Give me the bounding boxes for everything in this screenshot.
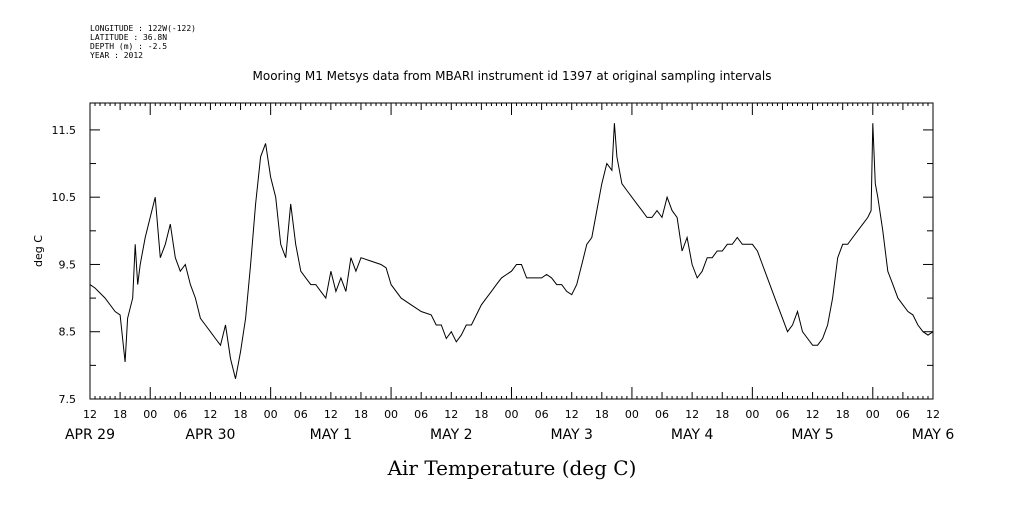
y-tick-label: 10.5 [52, 191, 77, 204]
y-axis-label: deg C [32, 235, 45, 267]
x-tick-label: 12 [444, 408, 458, 421]
x-tick-label: 12 [806, 408, 820, 421]
date-label: MAY 1 [310, 427, 352, 443]
x-tick-label: 18 [113, 408, 127, 421]
metadata-block: LONGITUDE : 122W(-122) LATITUDE : 36.8N … [90, 24, 196, 60]
x-tick-label: 00 [143, 408, 157, 421]
date-label: MAY 5 [791, 427, 833, 443]
date-labels: APR 29 APR 30 MAY 1 MAY 2 MAY 3 MAY 4 MAY 5 MAY… [65, 427, 954, 443]
meta-line-longitude: LONGITUDE : 122W(-122) [90, 24, 196, 33]
date-label: MAY 6 [912, 427, 955, 443]
series-line-air-temperature [89, 123, 934, 379]
x-tick-label: 18 [595, 408, 609, 421]
x-tick-label: 00 [625, 408, 639, 421]
axis-ticks [89, 103, 934, 400]
y-tick-labels: 7.5 8.5 9.5 10.5 11.5 [52, 124, 77, 406]
date-label: MAY 2 [430, 427, 472, 443]
x-tick-label: 12 [83, 408, 97, 421]
x-tick-label: 18 [836, 408, 850, 421]
x-tick-label: 00 [505, 408, 519, 421]
x-tick-label: 12 [565, 408, 579, 421]
x-tick-label: 18 [474, 408, 488, 421]
x-tick-label: 00 [866, 408, 880, 421]
date-label: MAY 4 [671, 427, 714, 443]
x-tick-label: 06 [535, 408, 549, 421]
meta-line-year: YEAR : 2012 [90, 51, 143, 60]
x-tick-label: 00 [384, 408, 398, 421]
x-tick-label: 06 [173, 408, 187, 421]
meta-line-latitude: LATITUDE : 36.8N [90, 33, 167, 42]
x-tick-label: 18 [234, 408, 248, 421]
date-label: MAY 3 [550, 427, 592, 443]
x-tick-label: 12 [324, 408, 338, 421]
x-tick-label: 06 [655, 408, 669, 421]
x-axis-label: Air Temperature (deg C) [387, 456, 637, 480]
y-tick-label: 7.5 [59, 393, 77, 406]
x-tick-labels: 12 18 00 06 12 18 00 06 12 18 00 06 12 18 00 06 12 18 00 06… [83, 408, 940, 421]
x-tick-label: 06 [775, 408, 789, 421]
y-tick-label: 8.5 [59, 326, 77, 339]
x-tick-label: 00 [264, 408, 278, 421]
date-label: APR 29 [65, 427, 115, 443]
meta-line-depth: DEPTH (m) : -2.5 [90, 42, 167, 51]
x-tick-label: 18 [715, 408, 729, 421]
date-label: APR 30 [185, 427, 235, 443]
x-tick-label: 12 [685, 408, 699, 421]
x-tick-label: 00 [745, 408, 759, 421]
x-tick-label: 06 [294, 408, 308, 421]
chart-title: Mooring M1 Metsys data from MBARI instru… [253, 69, 772, 83]
x-tick-label: 06 [896, 408, 910, 421]
y-tick-label: 9.5 [59, 258, 77, 271]
y-tick-label: 11.5 [52, 124, 77, 137]
plot-frame [89, 102, 934, 400]
x-tick-label: 06 [414, 408, 428, 421]
x-tick-label: 12 [926, 408, 940, 421]
x-tick-label: 12 [203, 408, 217, 421]
x-tick-label: 18 [354, 408, 368, 421]
